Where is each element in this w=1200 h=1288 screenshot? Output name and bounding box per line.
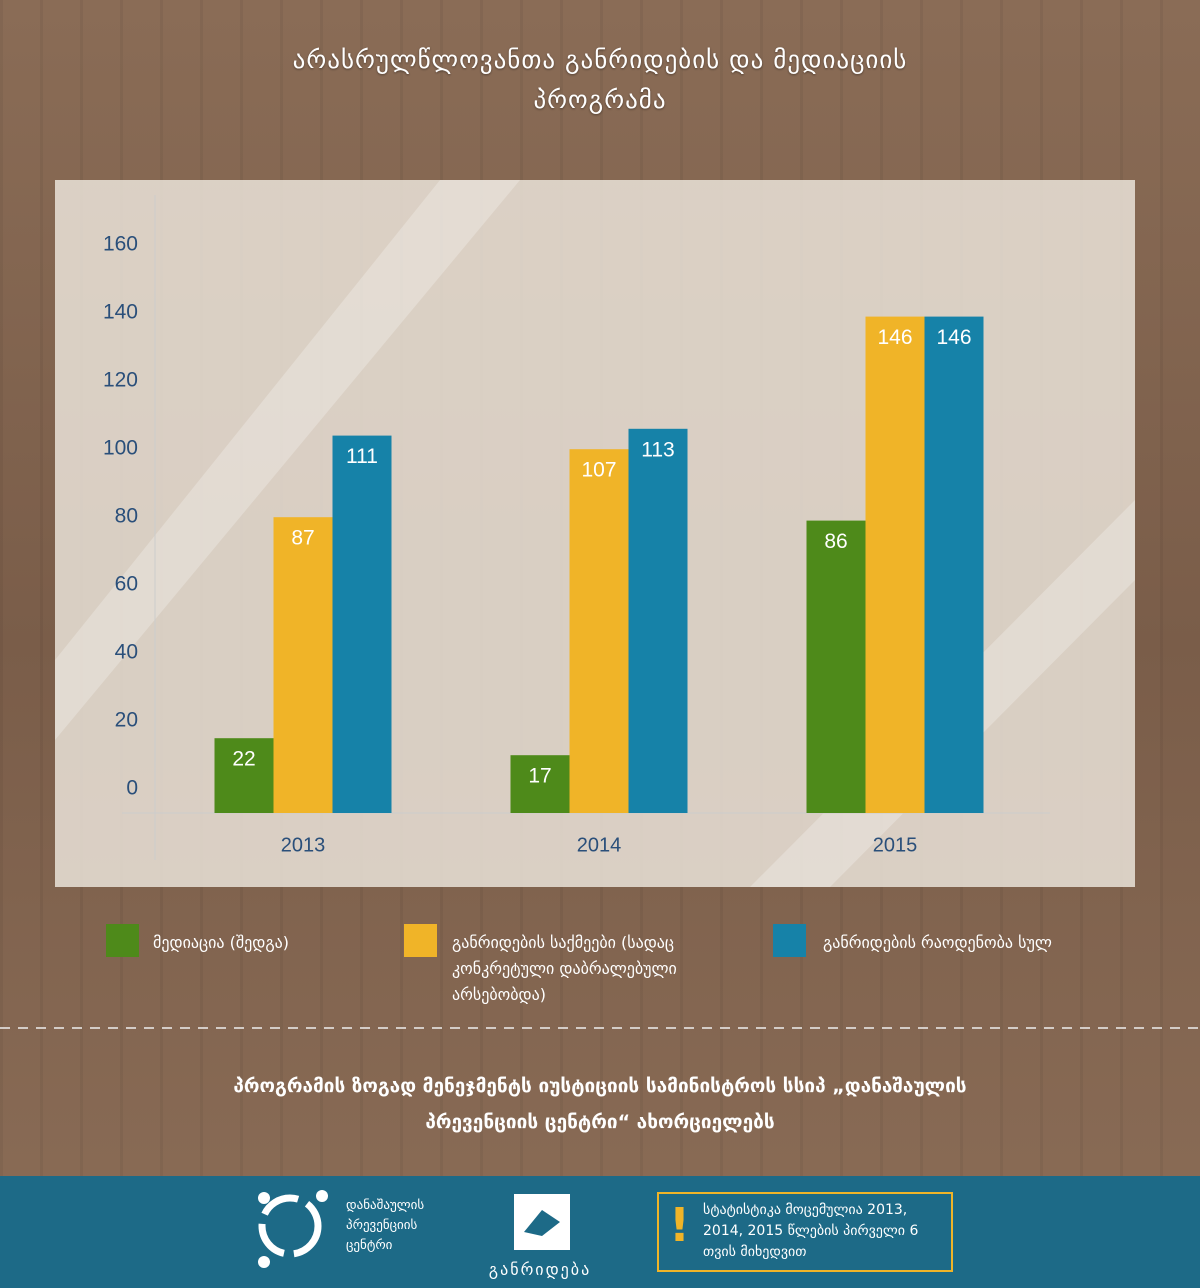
footer-text: პროგრამის ზოგად მენეჯმენტს იუსტიციის სამ… [233,1075,967,1133]
value-label: 111 [346,445,378,468]
bar [569,449,629,813]
legend-label: განრიდების საქმეები (სადაც კონკრეტული და… [452,933,677,1004]
value-label: 87 [291,527,314,550]
value-label: 146 [936,326,971,349]
bar [628,428,688,813]
value-label: 22 [232,748,255,771]
y-tick-label: 0 [126,777,138,800]
y-tick-label: 40 [115,641,138,664]
y-tick-label: 120 [103,369,138,392]
legend-label: მედიაცია (შედგა) [153,933,290,952]
bar [510,755,570,813]
bar [214,738,274,813]
chart-title: არასრულწლოვანთა განრიდების და მედიაციის … [292,45,908,114]
value-label: 113 [641,438,674,461]
y-tick-label: 20 [115,709,138,732]
logo-icon [258,1190,328,1268]
legend-label: განრიდების რაოდენობა სულ [823,933,1052,952]
decor [55,180,520,740]
bar [924,316,984,813]
notice-text: სტატისტიკა მოცემულია 2013, 2014, 2015 წლ… [703,1202,919,1260]
notice-box: ! სტატისტიკა მოცემულია 2013, 2014, 2015 … [657,1192,953,1272]
value-label: 107 [581,459,616,482]
x-tick-label: 2015 [873,834,918,856]
logo-text: განრიდება [488,1260,592,1279]
x-tick-label: 2013 [281,834,326,856]
legend-swatch [106,924,139,957]
value-label: 146 [877,326,912,349]
y-tick-label: 140 [103,301,138,324]
bar [806,520,866,813]
bottom-band [0,1176,1200,1288]
bar [273,517,333,813]
notice-icon: ! [669,1198,690,1252]
divider [0,1027,1200,1029]
bar [865,316,925,813]
value-label: 86 [824,530,847,553]
value-label: 17 [528,765,551,788]
legend-swatch [773,924,806,957]
logo-text: დანაშაულის პრევენციის ცენტრი [346,1198,425,1253]
y-tick-label: 80 [115,505,138,528]
y-tick-label: 160 [103,233,138,256]
x-tick-label: 2014 [577,834,622,856]
legend-swatch [404,924,437,957]
logo-icon [514,1194,570,1250]
y-tick-label: 100 [103,437,138,460]
bar [332,435,392,813]
y-tick-label: 60 [115,573,138,596]
